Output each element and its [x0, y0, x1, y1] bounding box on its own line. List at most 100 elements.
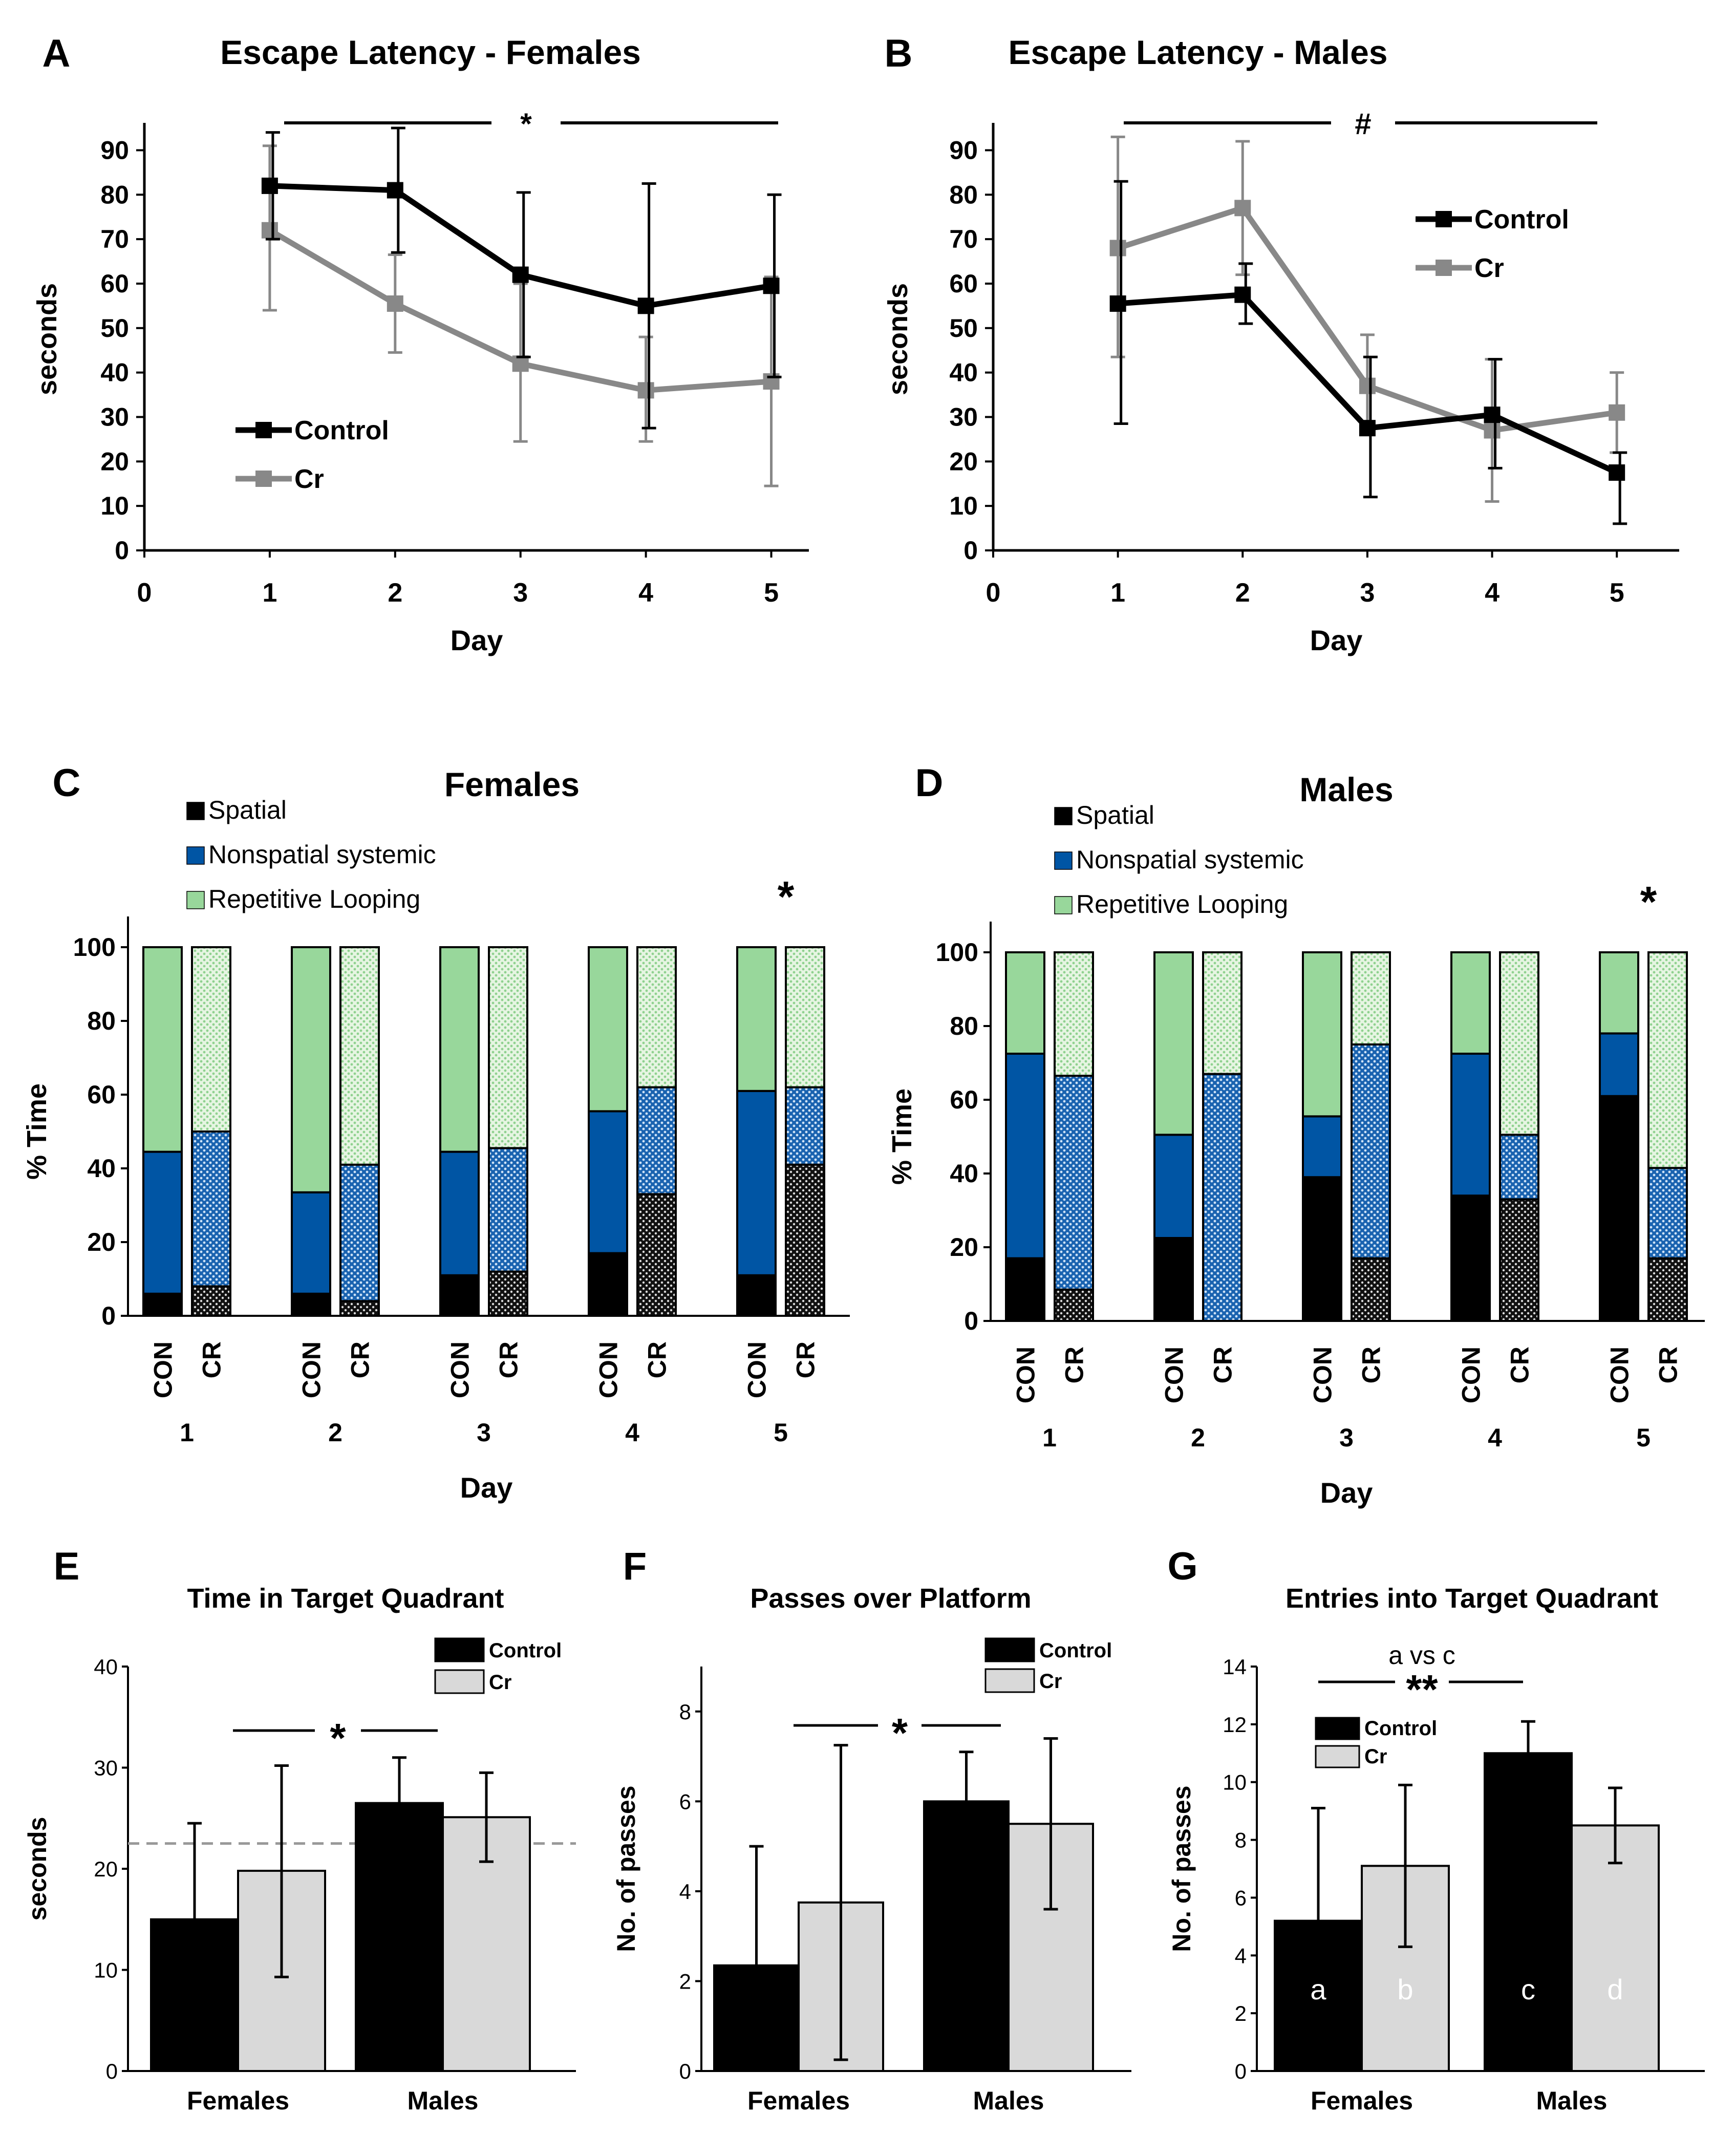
- bar-control: [150, 1918, 239, 2072]
- bar-segment-cr: [488, 1270, 528, 1317]
- bar-segment-con: [291, 1292, 331, 1317]
- bar-label: CR: [1209, 1347, 1237, 1383]
- panel-A: A Escape Latency - Females010203040506070…: [32, 32, 809, 656]
- y-tick-label: 12: [1223, 1713, 1247, 1737]
- group-label: 1: [1042, 1423, 1057, 1452]
- y-tick-label: 90: [100, 136, 129, 164]
- bar-label: CR: [346, 1341, 375, 1378]
- bar-segment-con: [1302, 1176, 1342, 1322]
- legend-label: Cr: [1474, 253, 1504, 283]
- x-tick-label: 1: [262, 578, 277, 608]
- legend-swatch: [1054, 896, 1073, 914]
- bar-cr: [442, 1816, 531, 2072]
- data-point-cr: [261, 222, 278, 239]
- y-tick-label: 60: [949, 269, 978, 298]
- y-tick-label: 0: [679, 2059, 691, 2083]
- bar-segment-cr: [191, 1285, 231, 1317]
- category-label: Females: [187, 2086, 289, 2115]
- legend-label: Repetitive Looping: [208, 885, 420, 913]
- bar-segment-cr: [1054, 1288, 1094, 1322]
- legend-swatch: [1315, 1717, 1360, 1740]
- x-tick-label: 3: [1360, 578, 1375, 608]
- y-tick-label: 60: [950, 1085, 978, 1114]
- bar-segment-cr: [1054, 1075, 1094, 1291]
- y-tick-label: 6: [679, 1789, 691, 1813]
- y-tick-label: 70: [100, 225, 129, 253]
- chart-title: Escape Latency - Females: [220, 33, 641, 71]
- y-tick-label: 0: [963, 536, 978, 565]
- y-tick-label: 80: [949, 180, 978, 209]
- legend-swatch: [1054, 851, 1073, 870]
- legend-swatch: [1054, 807, 1073, 825]
- bar-label: CR: [1654, 1347, 1683, 1383]
- panel-F: F Passes over Platform 0 2 4 6 8 No. of passes F…: [612, 1545, 1131, 2115]
- bar-label: CR: [198, 1341, 226, 1378]
- bar-segment-con: [736, 1274, 777, 1317]
- legend-label: Control: [1039, 1639, 1112, 1662]
- bar-label: CON: [594, 1341, 623, 1398]
- y-tick-label: 20: [949, 447, 978, 476]
- y-tick-label: 30: [100, 402, 129, 431]
- y-tick-label: 30: [949, 402, 978, 431]
- legend-marker: [255, 471, 272, 487]
- bar-segment-con: [588, 1252, 628, 1317]
- x-tick-label: 5: [1610, 578, 1624, 608]
- bar-segment-cr: [488, 1147, 528, 1273]
- y-tick-label: 50: [100, 314, 129, 343]
- comparison-label: a vs c: [1388, 1641, 1455, 1670]
- y-tick-label: 40: [94, 1655, 118, 1679]
- chart-title: Passes over Platform: [750, 1583, 1031, 1614]
- x-axis-label: Day: [1320, 1477, 1373, 1509]
- group-label: 2: [1191, 1423, 1205, 1452]
- panel-G: G Entries into Target Quadrant 0 2 4 6 8 10 12 14…: [1167, 1545, 1705, 2115]
- y-tick-label: 60: [100, 269, 129, 298]
- significance-marker: *: [520, 108, 532, 141]
- bar-label: CR: [495, 1341, 523, 1378]
- bar-segment-con: [588, 946, 628, 1113]
- legend-label: Cr: [1039, 1670, 1062, 1693]
- x-axis-label: Day: [1310, 624, 1363, 656]
- panel-letter: G: [1167, 1545, 1197, 1588]
- y-tick-label: 40: [100, 358, 129, 387]
- legend-swatch: [434, 1669, 485, 1694]
- bar-label: CR: [643, 1341, 672, 1378]
- bar-segment-con: [588, 1110, 628, 1254]
- legend-label: Control: [294, 416, 389, 445]
- bar-segment-con: [1005, 1257, 1045, 1322]
- bar-letter: d: [1607, 1973, 1623, 2005]
- y-axis-label: seconds: [883, 283, 913, 395]
- data-point-cr: [637, 382, 654, 399]
- bar-letter: b: [1397, 1973, 1413, 2005]
- y-tick-label: 10: [100, 492, 129, 520]
- bar-label: CON: [1160, 1347, 1189, 1403]
- bar-segment-cr: [191, 946, 231, 1133]
- bar-segment-con: [736, 946, 777, 1092]
- significance-marker: *: [1640, 878, 1657, 926]
- bar-segment-con: [1450, 1053, 1491, 1197]
- panel-letter: C: [53, 761, 81, 805]
- legend-label: Cr: [1364, 1745, 1387, 1768]
- x-axis-label: Day: [451, 624, 503, 656]
- bar-segment-con: [1599, 1032, 1639, 1097]
- bar-label: CR: [1357, 1347, 1386, 1383]
- bar-label: CON: [149, 1341, 178, 1398]
- x-tick-label: 1: [1110, 578, 1125, 608]
- data-point-control: [1609, 464, 1625, 481]
- bar-label: CON: [297, 1341, 326, 1398]
- bar-control: [923, 1800, 1010, 2072]
- x-tick-label: 0: [137, 578, 152, 608]
- legend-label: Cr: [489, 1671, 511, 1694]
- y-axis-label: seconds: [23, 1817, 52, 1921]
- y-tick-label: 14: [1223, 1655, 1247, 1679]
- bar-segment-cr: [1351, 951, 1391, 1045]
- y-tick-label: 20: [87, 1228, 116, 1256]
- y-axis-label: % Time: [22, 1083, 52, 1180]
- x-axis-label: Day: [460, 1471, 513, 1504]
- panel-C: C Females Spatial Nonspatial systemic Repeti…: [22, 761, 850, 1504]
- data-point-cr: [1359, 377, 1376, 394]
- bar-segment-cr: [636, 1193, 677, 1317]
- bar-segment-con: [736, 1090, 777, 1276]
- data-point-cr: [1234, 200, 1251, 217]
- panel-letter: E: [54, 1545, 80, 1588]
- bar-segment-cr: [1054, 951, 1094, 1077]
